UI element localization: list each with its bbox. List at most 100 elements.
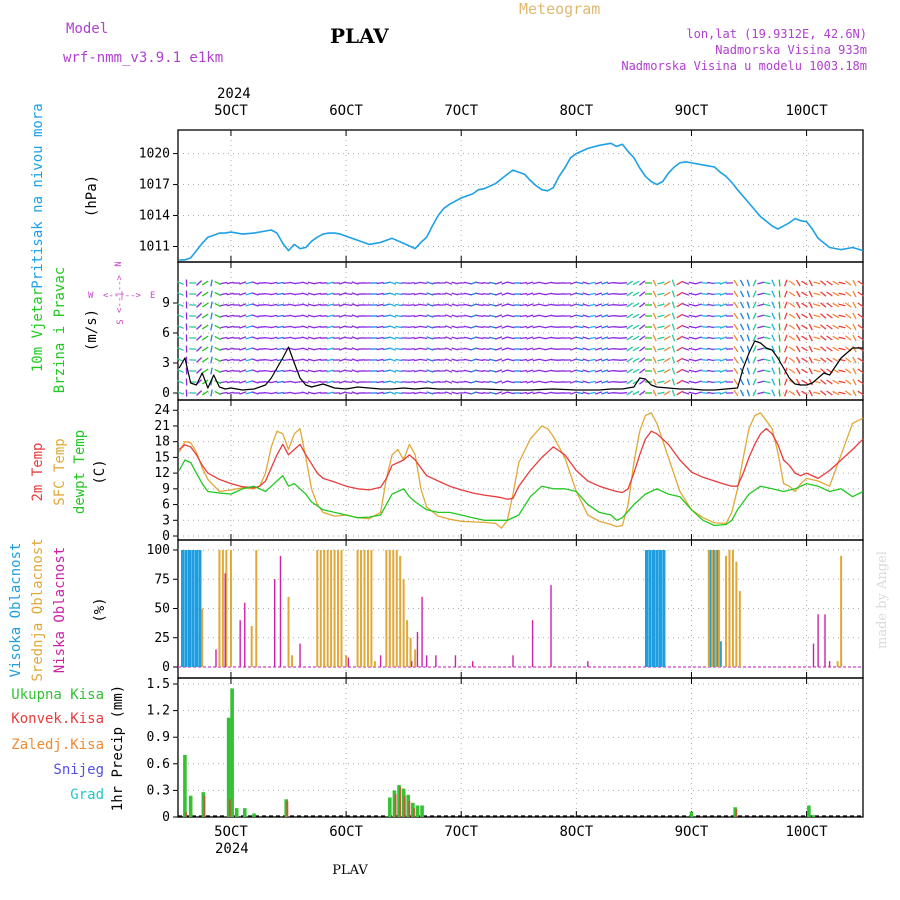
wind-arrow bbox=[426, 281, 434, 285]
wind-arrow bbox=[301, 281, 309, 285]
wind-arrow bbox=[251, 314, 259, 318]
wind-arrow bbox=[595, 292, 603, 296]
wind-arrow bbox=[832, 302, 840, 308]
wind-arrow bbox=[676, 280, 684, 286]
wind-arrow bbox=[451, 325, 459, 329]
t2m-line bbox=[178, 427, 864, 500]
mid-cloud-bar bbox=[229, 550, 232, 667]
wind-arrow bbox=[626, 379, 633, 385]
wind-arrow bbox=[632, 390, 640, 396]
wind-arrow bbox=[801, 313, 808, 319]
wind-arrow bbox=[426, 336, 434, 340]
wind-arrow bbox=[632, 335, 640, 341]
wind-arrow bbox=[307, 358, 315, 362]
mid-cloud-bar bbox=[399, 555, 402, 667]
wind-arrow bbox=[345, 303, 353, 307]
mid-cloud-bar bbox=[287, 596, 290, 667]
wind-arrow bbox=[388, 358, 397, 362]
total-precip-bar bbox=[733, 807, 738, 817]
wind-arrow bbox=[838, 369, 846, 373]
wind-arrow bbox=[538, 314, 546, 318]
temp-tick-label: 3 bbox=[162, 513, 170, 528]
wind-arrow bbox=[395, 292, 403, 296]
wind-arrow bbox=[601, 369, 609, 373]
model-label: Model bbox=[66, 21, 108, 37]
wind-arrow bbox=[757, 391, 765, 395]
wind-arrow bbox=[382, 292, 390, 296]
wind-arrow bbox=[282, 336, 290, 340]
wind-arrow bbox=[210, 356, 213, 364]
wind-arrow bbox=[707, 292, 715, 296]
wind-arrow bbox=[852, 356, 857, 364]
wind-arrow bbox=[671, 356, 676, 364]
wind-arrow bbox=[832, 357, 840, 363]
wind-arrow bbox=[345, 314, 353, 318]
wind-arrow bbox=[663, 313, 671, 319]
mid-cloud-bar bbox=[388, 550, 391, 667]
wind-arrow bbox=[210, 312, 213, 320]
precip-tick-label: 0.9 bbox=[147, 730, 170, 745]
wind-arrow bbox=[314, 336, 322, 340]
wind-arrow bbox=[788, 346, 796, 352]
wind-arrow bbox=[688, 303, 696, 307]
wind-arrow bbox=[771, 312, 776, 320]
wind-arrow bbox=[682, 314, 690, 318]
wind-arrow bbox=[733, 312, 739, 320]
wind-arrow bbox=[538, 358, 546, 362]
wind-arrow bbox=[501, 281, 509, 285]
wind-arrow bbox=[251, 358, 259, 362]
wind-arrow bbox=[282, 391, 290, 395]
wind-arrow bbox=[282, 369, 290, 373]
wind-arrow bbox=[694, 336, 702, 340]
wind-arrow bbox=[757, 292, 765, 296]
wind-arrow bbox=[264, 347, 272, 351]
wind-arrow bbox=[226, 314, 234, 318]
wind-arrow bbox=[488, 292, 496, 296]
wind-arrow bbox=[601, 281, 609, 285]
low-cloud-bar bbox=[531, 620, 534, 667]
wind-arrow bbox=[813, 292, 821, 296]
wind-arrow bbox=[607, 369, 615, 373]
wind-arrow bbox=[682, 380, 690, 384]
wind-arrow bbox=[595, 336, 603, 340]
wind-arrow bbox=[520, 369, 528, 373]
wind-arrow bbox=[289, 325, 297, 329]
wind-arrow bbox=[420, 281, 428, 285]
wind-arrow bbox=[432, 282, 440, 284]
wind-arrow bbox=[532, 325, 540, 329]
wind-arrow bbox=[532, 336, 540, 340]
temp-frame bbox=[177, 399, 864, 541]
wind-arrow bbox=[795, 345, 801, 353]
wind-arrow bbox=[196, 357, 203, 363]
pressure-axis-label: Pritisak na nivou mora bbox=[30, 103, 46, 288]
wind-arrow bbox=[682, 358, 690, 362]
wind-arrow bbox=[407, 325, 415, 329]
wind-arrow bbox=[582, 292, 590, 296]
wind-arrow bbox=[351, 292, 359, 296]
wind-arrow bbox=[626, 291, 633, 297]
dewpoint-line bbox=[178, 459, 864, 527]
wind-arrow bbox=[376, 347, 384, 351]
wind-arrow bbox=[663, 379, 671, 385]
wind-arrow bbox=[388, 325, 397, 329]
wind-arrow bbox=[482, 303, 490, 307]
wind-arrow bbox=[210, 334, 213, 342]
wind-arrow bbox=[463, 347, 472, 351]
wind-arrow bbox=[719, 336, 727, 340]
wind-arrow bbox=[226, 391, 234, 395]
wind-arrow bbox=[463, 303, 472, 307]
bottom-day-label: 8OCT bbox=[559, 824, 593, 840]
wind-arrow bbox=[210, 301, 213, 309]
wind-arrow bbox=[176, 281, 184, 285]
wind-arrow bbox=[783, 345, 788, 353]
wind-arrow bbox=[707, 369, 715, 373]
wind-arrow bbox=[376, 391, 384, 395]
wind-arrow bbox=[388, 369, 397, 373]
wind-arrow bbox=[771, 378, 776, 386]
wind-arrow bbox=[307, 314, 315, 318]
high-cloud-bar bbox=[194, 550, 199, 667]
wind-arrow bbox=[739, 301, 745, 309]
wind-arrow bbox=[376, 292, 384, 296]
wind-arrow bbox=[826, 346, 833, 352]
wind-arrow bbox=[588, 380, 596, 384]
